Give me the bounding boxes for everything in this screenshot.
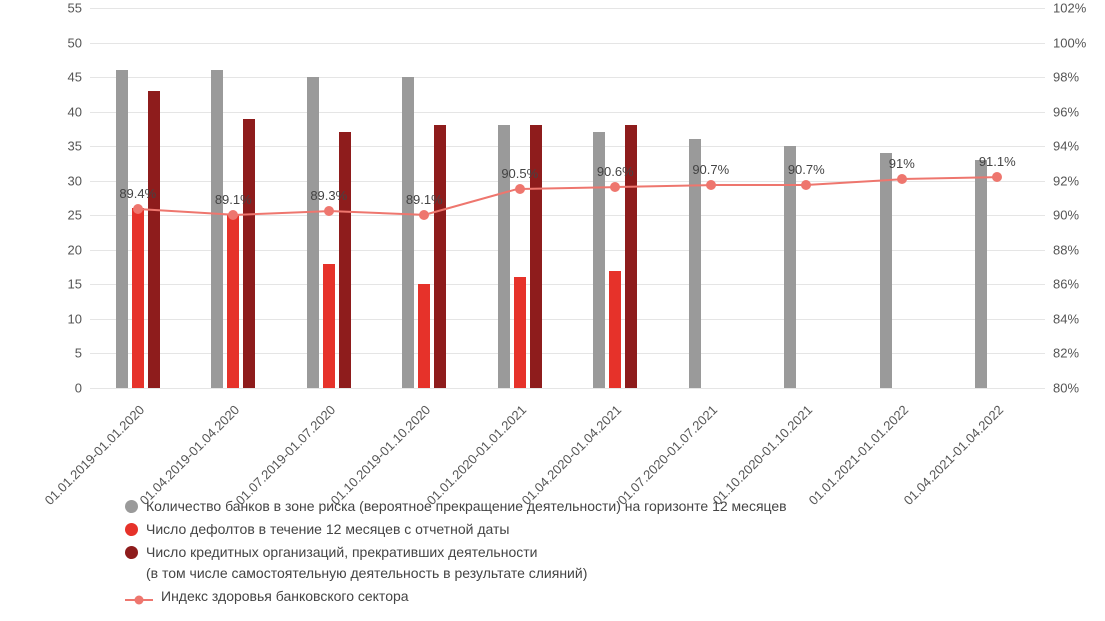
line-segment <box>711 184 807 186</box>
x-tick-label: 01.04.2020-01.04.2021 <box>519 402 625 508</box>
line-marker <box>706 180 716 190</box>
y-right-tick-label: 96% <box>1045 104 1095 119</box>
y-left-tick-label: 20 <box>50 242 90 257</box>
y-left-tick-label: 10 <box>50 311 90 326</box>
y-left-tick-label: 50 <box>50 35 90 50</box>
x-tick-label: 01.04.2019-01.04.2020 <box>137 402 243 508</box>
line-segment <box>138 208 234 216</box>
chart-container: 0 80% 5 82% 10 84% 15 86% 20 88% 25 90% 30 92% 35 94% 40… <box>0 0 1105 621</box>
x-tick-label: 01.01.2019-01.01.2020 <box>41 402 147 508</box>
line-marker <box>324 206 334 216</box>
legend-item: Индекс здоровья банковского сектора <box>125 586 1035 607</box>
y-left-tick-label: 15 <box>50 277 90 292</box>
y-right-tick-label: 100% <box>1045 35 1095 50</box>
y-right-tick-label: 82% <box>1045 346 1095 361</box>
y-right-tick-label: 92% <box>1045 173 1095 188</box>
x-tick-label: 01.01.2020-01.01.2021 <box>423 402 529 508</box>
legend-text: Количество банков в зоне риска (вероятно… <box>146 496 1035 517</box>
x-tick-label: 01.04.2021-01.04.2022 <box>901 402 1007 508</box>
line-data-label: 89.1% <box>406 192 443 207</box>
line-marker <box>992 172 1002 182</box>
x-tick-label: 01.10.2020-01.10.2021 <box>710 402 816 508</box>
line-segment <box>902 176 998 180</box>
x-tick-label: 01.07.2019-01.07.2020 <box>232 402 338 508</box>
y-right-tick-label: 88% <box>1045 242 1095 257</box>
line-data-label: 90.7% <box>692 162 729 177</box>
line-data-label: 90.6% <box>597 164 634 179</box>
line-data-label: 90.7% <box>788 162 825 177</box>
legend-item: Число кредитных организаций, прекративши… <box>125 542 1035 584</box>
line-marker <box>515 184 525 194</box>
legend-item: Число дефолтов в течение 12 месяцев с от… <box>125 519 1035 540</box>
y-right-tick-label: 98% <box>1045 70 1095 85</box>
line-data-label: 89.3% <box>310 188 347 203</box>
line-marker <box>133 204 143 214</box>
line-marker <box>419 210 429 220</box>
line-marker <box>228 210 238 220</box>
line-data-label: 91% <box>889 156 915 171</box>
y-left-tick-label: 0 <box>50 381 90 396</box>
line-layer: 89.4% 89.1% 89.3% 89.1% 90.5% 90.6% 90.7% 90.7%… <box>90 8 1045 388</box>
y-right-tick-label: 90% <box>1045 208 1095 223</box>
y-left-tick-label: 40 <box>50 104 90 119</box>
x-tick-label: 01.07.2020-01.07.2021 <box>614 402 720 508</box>
y-left-tick-label: 5 <box>50 346 90 361</box>
y-right-tick-label: 102% <box>1045 1 1095 16</box>
y-right-tick-label: 86% <box>1045 277 1095 292</box>
line-segment <box>329 210 425 216</box>
y-right-tick-label: 80% <box>1045 381 1095 396</box>
y-left-tick-label: 30 <box>50 173 90 188</box>
line-segment <box>806 178 902 186</box>
y-left-tick-label: 55 <box>50 1 90 16</box>
y-left-tick-label: 35 <box>50 139 90 154</box>
legend-text: Индекс здоровья банковского сектора <box>161 586 1035 607</box>
line-marker <box>801 180 811 190</box>
x-tick-label: 01.10.2019-01.10.2020 <box>328 402 434 508</box>
line-data-label: 89.1% <box>215 192 252 207</box>
x-tick-label: 01.01.2021-01.01.2022 <box>805 402 911 508</box>
legend-swatch <box>125 546 138 559</box>
line-segment <box>520 186 616 190</box>
line-marker <box>610 182 620 192</box>
line-segment <box>615 184 711 188</box>
legend-text: Число кредитных организаций, прекративши… <box>146 542 1035 584</box>
y-right-tick-label: 94% <box>1045 139 1095 154</box>
y-left-tick-label: 25 <box>50 208 90 223</box>
line-data-label: 91.1% <box>979 154 1016 169</box>
line-segment <box>233 210 329 216</box>
y-right-tick-label: 84% <box>1045 311 1095 326</box>
plot-area: 080%582%1084%1586%2088%2590%3092%3594%40… <box>90 8 1045 388</box>
legend-swatch <box>125 500 138 513</box>
legend-item: Количество банков в зоне риска (вероятно… <box>125 496 1035 517</box>
line-data-label: 90.5% <box>501 166 538 181</box>
gridline <box>90 388 1045 389</box>
line-marker <box>897 174 907 184</box>
legend-swatch <box>125 590 153 601</box>
y-left-tick-label: 45 <box>50 70 90 85</box>
legend-swatch <box>125 523 138 536</box>
line-data-label: 89.4% <box>119 186 156 201</box>
legend-text: Число дефолтов в течение 12 месяцев с от… <box>146 519 1035 540</box>
legend: Количество банков в зоне риска (вероятно… <box>125 496 1035 609</box>
